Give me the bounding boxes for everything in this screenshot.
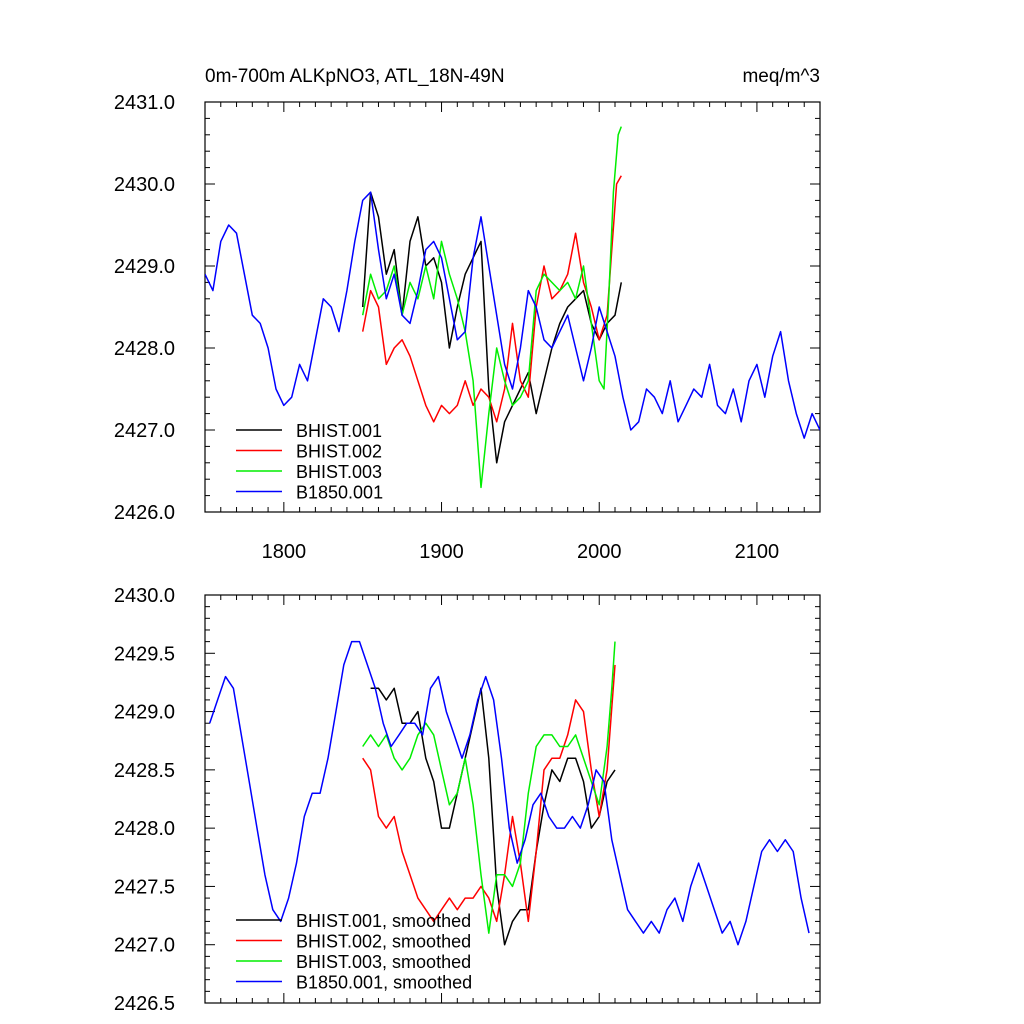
series-line-4 [205, 191, 820, 439]
chart-title: 0m-700m ALKpNO3, ATL_18N-49N [205, 66, 505, 87]
legend-label: BHIST.001, smoothed [296, 911, 471, 931]
y-tick-label: 2428.0 [114, 338, 175, 360]
x-tick-label: 1800 [262, 541, 307, 563]
y-tick-label: 2429.0 [114, 256, 175, 278]
y-tick-label: 2428.0 [114, 818, 175, 840]
y-tick-label: 2430.0 [114, 174, 175, 196]
x-tick-label: 1900 [419, 541, 464, 563]
legend-label: BHIST.003 [296, 462, 382, 482]
x-tick-label: 2100 [735, 541, 780, 563]
y-tick-label: 2430.0 [114, 585, 175, 607]
series-line-3 [362, 641, 616, 934]
y-tick-label: 2426.0 [114, 502, 175, 524]
legend-label: B1850.001, smoothed [296, 973, 472, 993]
legend-label: BHIST.003, smoothed [296, 952, 471, 972]
y-tick-label: 2428.5 [114, 760, 175, 782]
units-label: meq/m^3 [742, 66, 820, 87]
legend-label: BHIST.002 [296, 442, 382, 462]
series-line-1 [361, 191, 623, 464]
y-tick-label: 2426.5 [114, 993, 175, 1015]
y-tick-label: 2427.0 [114, 420, 175, 442]
y-tick-label: 2429.5 [114, 643, 175, 665]
series-line-2 [362, 664, 616, 923]
plot-frame [204, 101, 821, 513]
series-line-1 [370, 687, 616, 946]
plot-frame [204, 594, 821, 1004]
panel-2 [204, 594, 821, 1004]
y-tick-label: 2427.5 [114, 876, 175, 898]
x-tick-label: 2000 [577, 541, 622, 563]
panel-1 [204, 101, 821, 513]
y-tick-label: 2427.0 [114, 935, 175, 957]
legend-label: B1850.001 [296, 483, 383, 503]
series-line-3 [361, 126, 623, 489]
y-tick-label: 2429.0 [114, 702, 175, 724]
y-tick-label: 2431.0 [114, 92, 175, 114]
series-line-4 [208, 640, 810, 946]
legend-label: BHIST.001 [296, 421, 382, 441]
legend-label: BHIST.002, smoothed [296, 932, 471, 952]
